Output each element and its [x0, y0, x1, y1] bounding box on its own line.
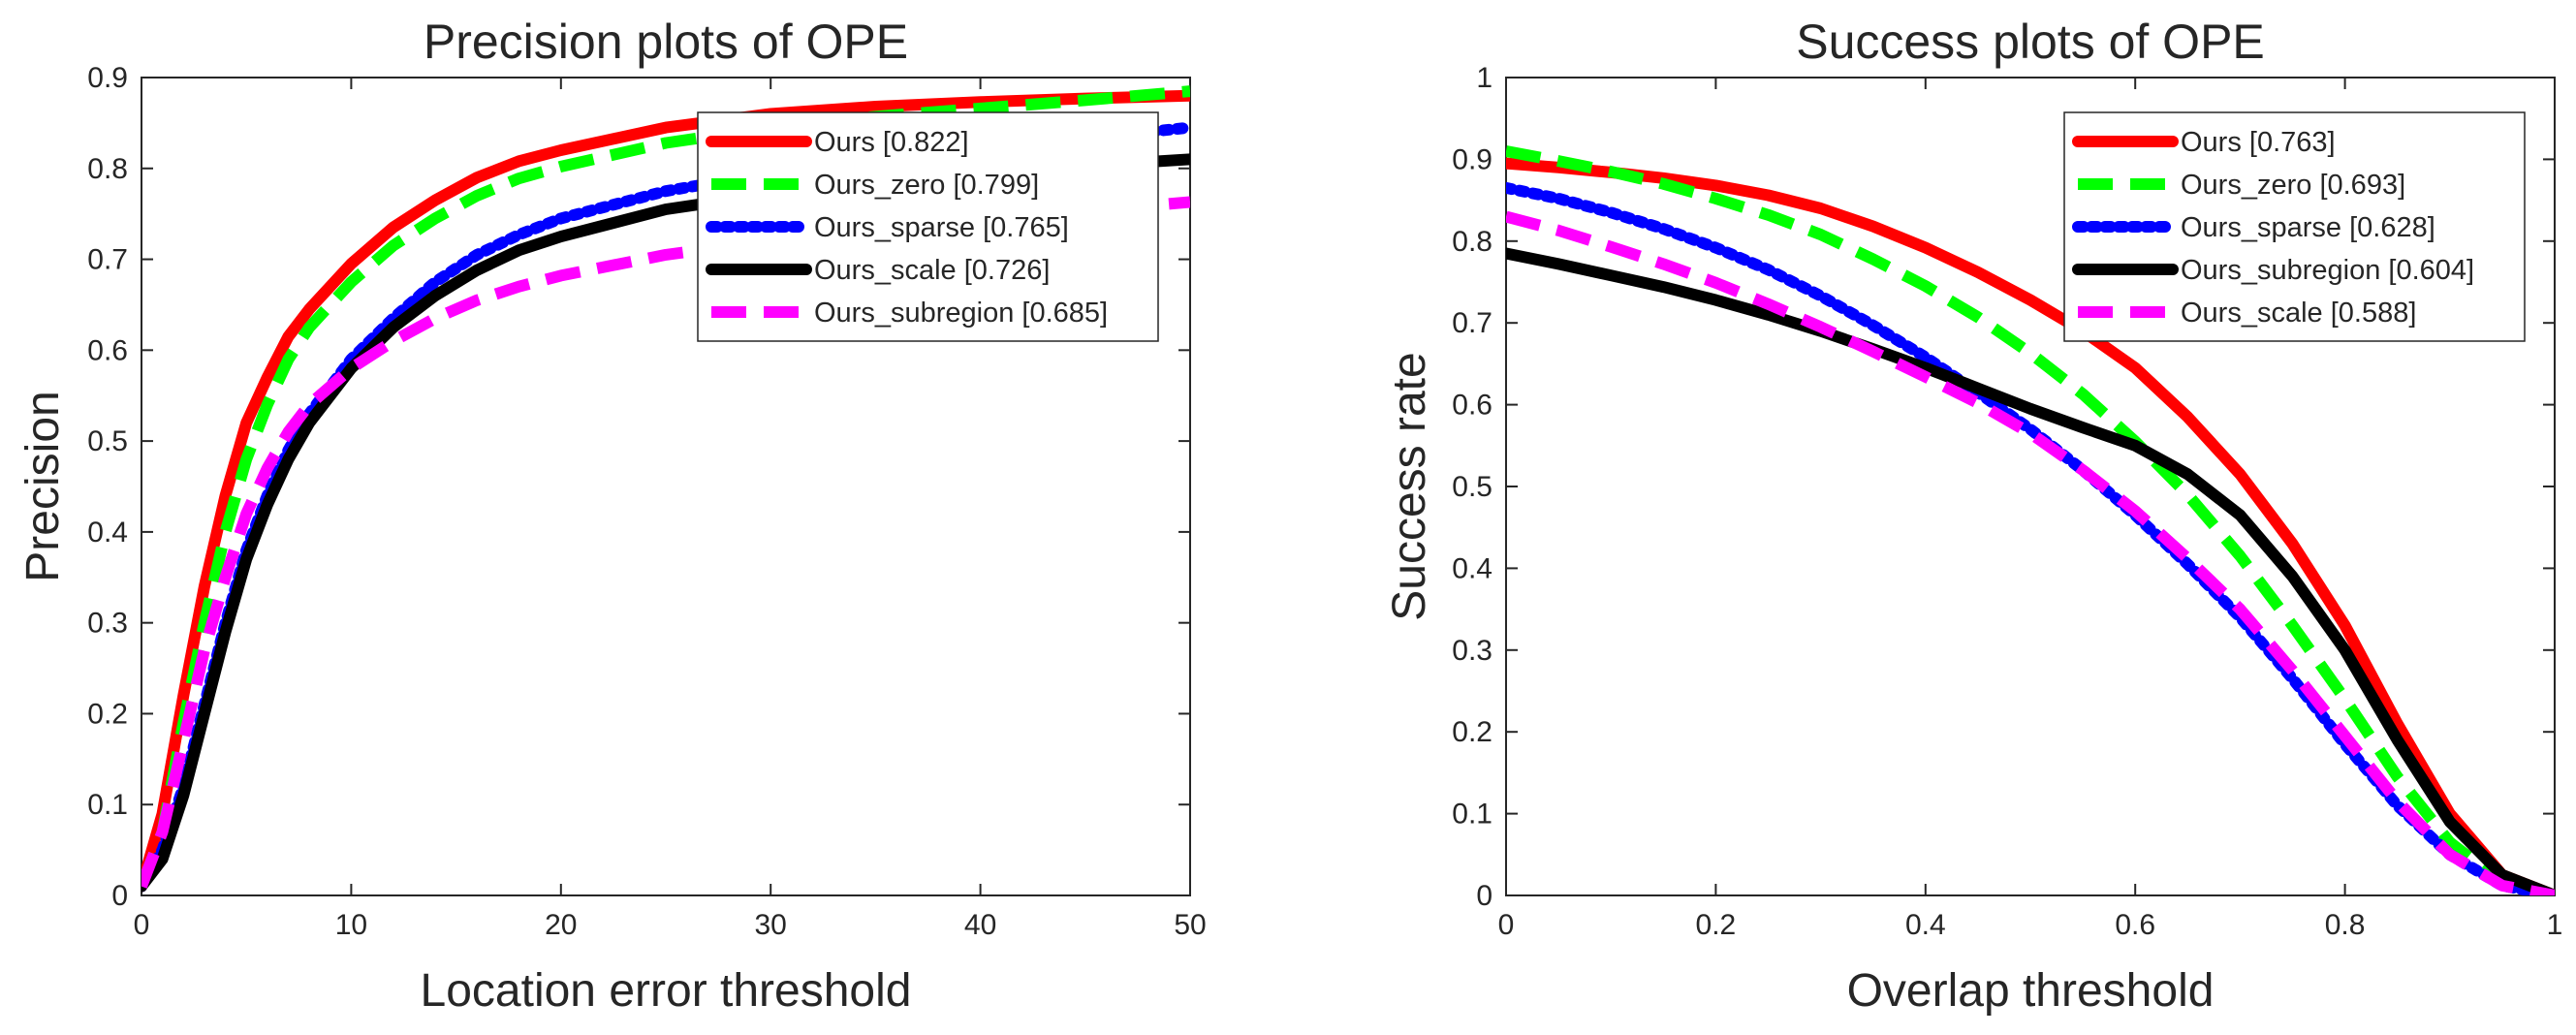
chart-title: Precision plots of OPE	[424, 15, 908, 69]
y-tick-label: 0.3	[1452, 635, 1492, 667]
legend-label: Ours_sparse [0.628]	[2181, 212, 2435, 243]
y-tick-label: 0.9	[87, 62, 128, 94]
legend-label: Ours_subregion [0.604]	[2181, 255, 2474, 286]
legend-label: Ours_zero [0.799]	[814, 170, 1039, 201]
x-tick-label: 0	[134, 909, 150, 941]
x-tick-label: 0	[1498, 909, 1515, 941]
x-tick-label: 0.4	[1905, 909, 1946, 941]
legend-label: Ours [0.763]	[2181, 127, 2336, 158]
legend: Ours [0.822] Ours_zero [0.799] Ours_sparse…	[697, 111, 1159, 342]
legend-entries: Ours [0.763] Ours_zero [0.693] Ours_sparse…	[2072, 127, 2474, 329]
y-tick-label: 0	[111, 880, 128, 912]
y-tick-label: 0.4	[87, 517, 128, 549]
y-tick-label: 0.8	[1452, 226, 1492, 258]
y-tick-label: 0.8	[87, 153, 128, 185]
x-tick-label: 20	[545, 909, 577, 941]
precision-chart: Precision plots of OPE 0 10 20 30 40 50 0 0.1 0.…	[17, 15, 1207, 1017]
chart-title: Success plots of OPE	[1796, 15, 2265, 69]
y-tick-label: 0.5	[1452, 471, 1492, 503]
x-tick-label: 0.2	[1696, 909, 1737, 941]
axis-ticks: 0 10 20 30 40 50 0 0.1 0.2 0.3 0.4 0.5 0.6 0.7 0.8 0.9	[87, 62, 1206, 941]
y-axis-label: Success rate	[1384, 352, 1435, 620]
y-tick-label: 0.6	[1452, 390, 1492, 422]
x-axis-label: Location error threshold	[421, 965, 912, 1017]
y-tick-label: 0	[1476, 880, 1492, 912]
y-tick-label: 0.1	[1452, 799, 1492, 831]
y-tick-label: 0.5	[87, 425, 128, 457]
series-line	[1506, 210, 2555, 895]
series-lines	[1506, 145, 2555, 895]
legend-label: Ours_zero [0.693]	[2181, 170, 2405, 201]
x-tick-label: 40	[964, 909, 996, 941]
legend-label: Ours_sparse [0.765]	[814, 212, 1069, 243]
y-tick-label: 0.3	[87, 608, 128, 640]
plot-area: 0 0.2 0.4 0.6 0.8 1 0 0.1 0.2 0.3 0.4 0.5 0.6 0.7 0.8 0…	[1452, 62, 2562, 941]
y-tick-label: 0.6	[87, 334, 128, 366]
series-line	[1506, 247, 2555, 895]
x-tick-label: 1	[2547, 909, 2563, 941]
legend-label: Ours_scale [0.588]	[2181, 298, 2416, 329]
y-tick-label: 0.9	[1452, 143, 1492, 175]
series-line	[141, 89, 1190, 893]
series-line	[1506, 145, 2555, 895]
x-tick-label: 10	[335, 909, 367, 941]
series-line	[141, 196, 1190, 889]
x-tick-label: 0.8	[2325, 909, 2366, 941]
y-tick-label: 0.7	[1452, 307, 1492, 339]
x-tick-label: 50	[1174, 909, 1206, 941]
y-tick-label: 0.2	[1452, 716, 1492, 748]
y-tick-label: 0.4	[1452, 552, 1492, 584]
legend-label: Ours_subregion [0.685]	[814, 298, 1108, 329]
y-tick-label: 0.2	[87, 698, 128, 730]
x-tick-label: 30	[755, 909, 787, 941]
x-tick-label: 0.6	[2115, 909, 2155, 941]
y-tick-label: 0.7	[87, 244, 128, 276]
y-tick-label: 0.1	[87, 789, 128, 821]
legend-label: Ours_scale [0.726]	[814, 255, 1050, 286]
y-tick-label: 1	[1476, 62, 1492, 94]
legend: Ours [0.763] Ours_zero [0.693] Ours_sparse…	[2063, 111, 2526, 342]
series-line	[1506, 157, 2555, 895]
success-chart: Success plots of OPE 0 0.2 0.4 0.6 0.8 100.10…	[1384, 15, 2562, 1017]
x-axis-label: Overlap threshold	[1847, 965, 2215, 1017]
legend-label: Ours [0.822]	[814, 127, 969, 158]
legend-entries: Ours [0.822] Ours_zero [0.799] Ours_sparse…	[706, 127, 1108, 329]
y-axis-label: Precision	[17, 391, 69, 581]
